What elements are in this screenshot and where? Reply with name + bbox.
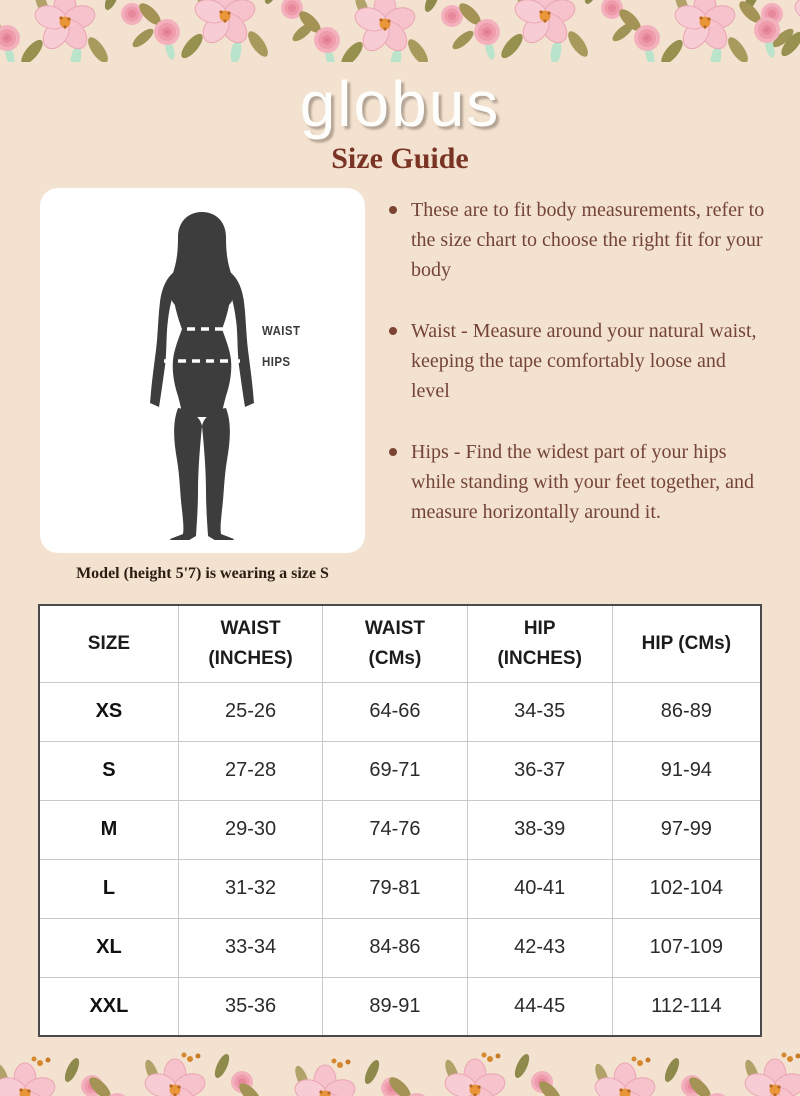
waist-inches-value: 25-26	[177, 681, 324, 742]
table-row-m: M 29-30 74-76 38-39 97-99	[38, 799, 762, 860]
col-header-hip-cms: HIP (CMs)	[611, 604, 762, 683]
hip-inches-value: 40-41	[466, 858, 613, 919]
floral-border-top-icon	[0, 0, 800, 62]
instruction-item-waist: Waist - Measure around your natural wais…	[387, 316, 765, 406]
waist-inches-value: 33-34	[177, 917, 324, 978]
content-row: WAIST HIPS Model (height 5'7) is wearing…	[0, 188, 800, 583]
size-value: XS	[38, 681, 179, 742]
table-row-xxl: XXL 35-36 89-91 44-45 112-114	[38, 976, 762, 1037]
waist-inches-value: 27-28	[177, 740, 324, 801]
figure-column: WAIST HIPS Model (height 5'7) is wearing…	[40, 188, 365, 583]
waist-cms-value: 64-66	[322, 681, 468, 742]
col-header-waist-inches: WAIST (INCHES)	[177, 604, 324, 683]
brand-logo: globus	[299, 68, 501, 140]
waist-cms-value: 79-81	[322, 858, 468, 919]
floral-border-bottom-icon	[0, 1051, 800, 1096]
waist-inches-value: 35-36	[177, 976, 324, 1037]
table-header-row: SIZE WAIST (INCHES) WAIST (CMs) HIP (INC…	[38, 604, 762, 683]
hip-cms-value: 107-109	[611, 917, 762, 978]
hip-cms-value: 91-94	[611, 740, 762, 801]
waist-cms-value: 69-71	[322, 740, 468, 801]
instruction-text: These are to fit body measurements, refe…	[411, 199, 765, 281]
hip-inches-value: 34-35	[466, 681, 613, 742]
body-measurement-card: WAIST HIPS	[40, 188, 365, 553]
waist-label: WAIST	[262, 323, 301, 338]
hip-cms-value: 97-99	[611, 799, 762, 860]
female-body-silhouette-icon	[150, 212, 254, 540]
size-value: XXL	[38, 976, 179, 1037]
table-row-s: S 27-28 69-71 36-37 91-94	[38, 740, 762, 801]
waist-cms-value: 74-76	[322, 799, 468, 860]
model-size-caption: Model (height 5'7) is wearing a size S	[76, 565, 329, 582]
measurement-instructions: These are to fit body measurements, refe…	[387, 188, 765, 583]
instruction-text: Waist - Measure around your natural wais…	[411, 320, 757, 402]
col-header-waist-cms: WAIST (CMs)	[322, 604, 468, 683]
hip-inches-value: 44-45	[466, 976, 613, 1037]
col-header-hip-inches: HIP (INCHES)	[466, 604, 613, 683]
table-row-xs: XS 25-26 64-66 34-35 86-89	[38, 681, 762, 742]
size-value: XL	[38, 917, 179, 978]
size-value: M	[38, 799, 179, 860]
size-value: S	[38, 740, 179, 801]
bullet-dot-icon	[389, 448, 397, 456]
hip-cms-value: 102-104	[611, 858, 762, 919]
bullet-dot-icon	[389, 206, 397, 214]
hips-label: HIPS	[262, 354, 291, 369]
waist-inches-value: 29-30	[177, 799, 324, 860]
hip-cms-value: 112-114	[611, 976, 762, 1037]
bullet-dot-icon	[389, 327, 397, 335]
size-chart-table: SIZE WAIST (INCHES) WAIST (CMs) HIP (INC…	[38, 604, 762, 1037]
table-row-l: L 31-32 79-81 40-41 102-104	[38, 858, 762, 919]
instruction-item-fit: These are to fit body measurements, refe…	[387, 195, 765, 285]
col-header-size: SIZE	[38, 604, 179, 683]
hip-inches-value: 42-43	[466, 917, 613, 978]
page-title: Size Guide	[331, 142, 469, 175]
waist-cms-value: 84-86	[322, 917, 468, 978]
table-row-xl: XL 33-34 84-86 42-43 107-109	[38, 917, 762, 978]
hip-inches-value: 36-37	[466, 740, 613, 801]
instruction-text: Hips - Find the widest part of your hips…	[411, 441, 754, 523]
hip-cms-value: 86-89	[611, 681, 762, 742]
hip-inches-value: 38-39	[466, 799, 613, 860]
waist-inches-value: 31-32	[177, 858, 324, 919]
size-value: L	[38, 858, 179, 919]
waist-cms-value: 89-91	[322, 976, 468, 1037]
instruction-item-hips: Hips - Find the widest part of your hips…	[387, 437, 765, 527]
